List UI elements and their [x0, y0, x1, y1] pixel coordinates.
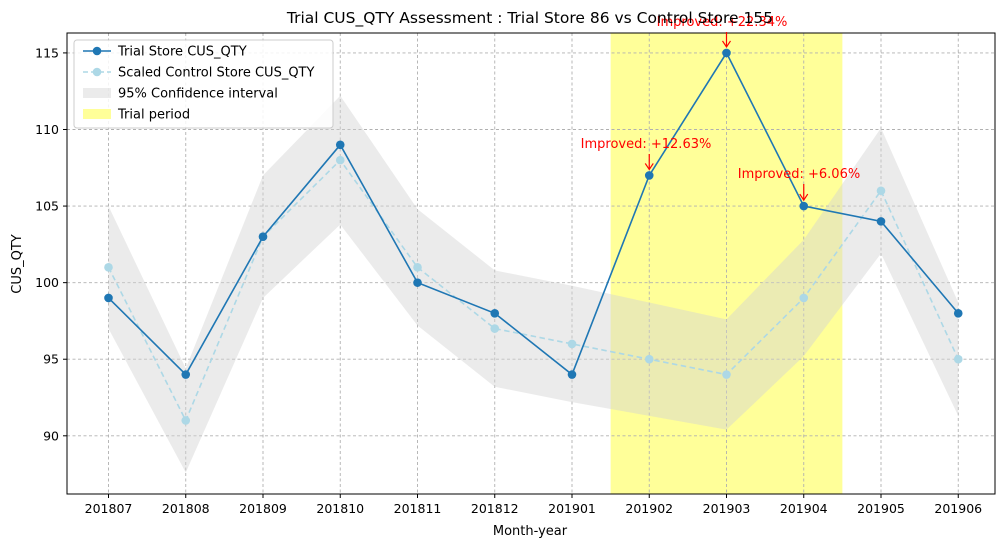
legend-item-trial: Trial Store CUS_QTY	[83, 45, 247, 60]
control-series-point	[644, 354, 654, 364]
trial-series-point	[953, 308, 963, 318]
trial-series-line	[107, 51, 959, 376]
annotation-arrowhead	[799, 193, 809, 202]
control-series-point	[567, 339, 577, 349]
legend-item-confidence: 95% Confidence interval	[83, 87, 278, 102]
confidence-band	[108, 95, 959, 473]
legend-label: Trial period	[117, 108, 190, 123]
axes-layer: 201807 201808 201809 201810 201811 201812 2019…	[35, 32, 996, 516]
annotation-text: Improved: +12.63%	[581, 137, 712, 152]
y-tick-label: 105	[35, 199, 59, 214]
y-tick-label: 115	[35, 45, 59, 60]
annotation-layer: Improved: +22.34% Improved: +12.63% Improv…	[581, 15, 860, 202]
plot-frame	[66, 32, 996, 495]
trial-series-point	[567, 370, 577, 379]
x-axis-label: Month-year	[493, 524, 568, 539]
trial-series-point	[413, 278, 422, 287]
chart-title: Trial CUS_QTY Assessment : Trial Store 8…	[286, 9, 773, 28]
x-tick-label: 201905	[857, 501, 905, 516]
y-tick-label: 100	[35, 275, 59, 290]
trial-series-point	[799, 201, 809, 211]
control-series-point	[722, 370, 731, 379]
control-series-point	[335, 155, 345, 165]
legend-swatch-patch	[83, 109, 111, 119]
annotation-arrowhead	[644, 163, 654, 171]
trial-series-point	[104, 293, 113, 303]
legend-item-trial-period: Trial period	[83, 108, 190, 123]
legend-label: 95% Confidence interval	[118, 87, 278, 102]
x-tick-label: 201903	[703, 501, 751, 516]
y-tick-label: 95	[43, 352, 59, 367]
y-tick-label: 90	[43, 428, 59, 443]
control-series-point	[876, 186, 886, 196]
x-tick-label: 201811	[394, 501, 442, 516]
trial-period-shade	[610, 33, 843, 494]
annotation-arrowhead	[722, 40, 731, 48]
trial-series-point	[258, 232, 268, 241]
x-tick-label: 201902	[625, 501, 673, 516]
annotation-text: Improved: +6.06%	[738, 167, 860, 182]
confidence-band-layer	[108, 95, 959, 473]
y-tick-label: 110	[35, 122, 59, 137]
control-series-point	[799, 293, 809, 303]
control-series-point	[413, 263, 422, 272]
annotation-text: Improved: +22.34%	[657, 15, 788, 30]
series-layer	[104, 48, 963, 425]
x-tick-label: 201808	[162, 501, 210, 516]
trial-series-point	[335, 140, 345, 150]
legend-swatch-marker	[92, 46, 102, 56]
control-series-point	[104, 263, 113, 272]
x-tick-label: 201901	[548, 501, 596, 516]
x-tick-label: 201810	[316, 501, 364, 516]
trial-series-point	[644, 171, 654, 180]
legend-swatch-marker	[92, 67, 102, 77]
control-series-point	[953, 354, 963, 364]
legend-label: Trial Store CUS_QTY	[117, 45, 247, 60]
legend: Trial Store CUS_QTY Scaled Control Store …	[73, 39, 334, 129]
x-tick-label: 201809	[239, 501, 287, 516]
legend-label: Scaled Control Store CUS_QTY	[118, 66, 314, 81]
plot-background-layer	[610, 33, 843, 494]
trial-series-point	[722, 48, 731, 58]
legend-box	[73, 39, 334, 129]
control-series-line	[107, 158, 959, 423]
control-series-point	[490, 324, 500, 333]
control-series-point	[181, 416, 191, 425]
legend-item-control: Scaled Control Store CUS_QTY	[83, 66, 314, 81]
x-tick-label: 201906	[934, 501, 982, 516]
x-tick-label: 201807	[85, 501, 133, 516]
x-tick-label: 201904	[780, 501, 828, 516]
trial-series-point	[876, 217, 886, 226]
legend-swatch-patch	[83, 88, 111, 98]
x-tick-label: 201812	[471, 501, 519, 516]
y-axis-label: CUS_QTY	[10, 234, 25, 294]
trial-series-point	[181, 370, 191, 379]
trial-series-point	[490, 308, 500, 318]
